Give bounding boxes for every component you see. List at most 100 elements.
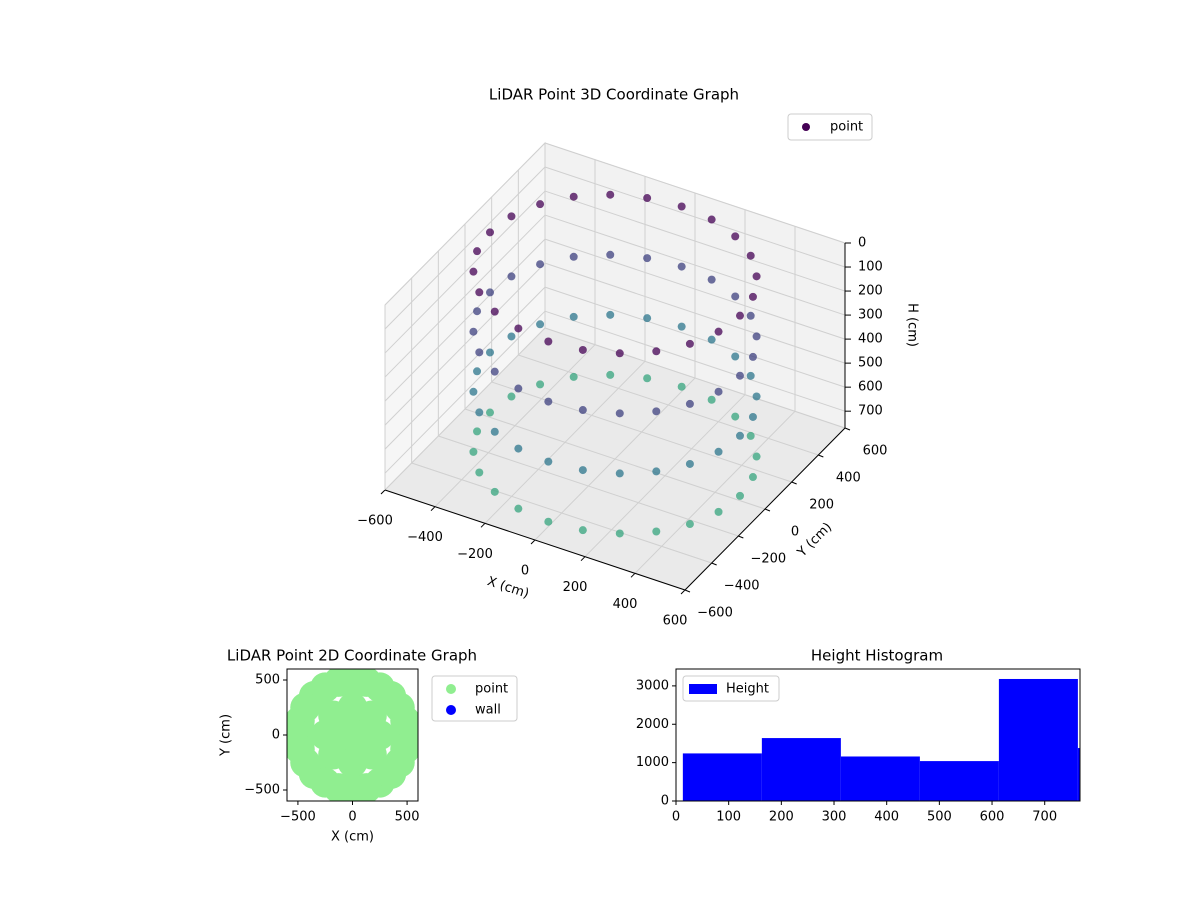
legend-marker bbox=[689, 684, 717, 694]
point bbox=[569, 312, 578, 321]
point bbox=[486, 228, 494, 237]
point bbox=[490, 367, 499, 376]
legend-marker bbox=[446, 705, 456, 715]
axes-frame bbox=[675, 668, 1081, 802]
point bbox=[746, 431, 755, 440]
point bbox=[544, 337, 553, 346]
point bbox=[652, 347, 661, 356]
point bbox=[615, 349, 624, 358]
point bbox=[736, 311, 744, 320]
axis-line bbox=[384, 489, 686, 591]
point bbox=[731, 292, 740, 301]
z-grid-line bbox=[544, 286, 846, 388]
point bbox=[473, 307, 482, 316]
point bbox=[536, 320, 545, 329]
point bbox=[736, 431, 744, 440]
point bbox=[475, 348, 484, 357]
z-tick-label: 200 bbox=[858, 284, 883, 299]
z-grid-line bbox=[544, 166, 846, 268]
point bbox=[486, 348, 494, 357]
z-tick-label: 0 bbox=[858, 236, 866, 251]
point bbox=[569, 192, 578, 201]
x-tick-label: 200 bbox=[563, 580, 588, 595]
point bbox=[578, 406, 587, 415]
point bbox=[731, 412, 740, 421]
legend-label: wall bbox=[475, 703, 501, 718]
point bbox=[490, 427, 499, 436]
x-tick-label: 0 bbox=[672, 810, 680, 825]
point bbox=[746, 251, 755, 260]
point bbox=[578, 345, 587, 354]
point bbox=[752, 392, 761, 401]
point bbox=[643, 314, 652, 323]
point bbox=[606, 370, 615, 379]
point bbox=[544, 517, 553, 526]
legend-box bbox=[787, 113, 873, 141]
chart-title: LiDAR Point 2D Coordinate Graph bbox=[227, 647, 477, 665]
x-tick-label: −600 bbox=[357, 514, 393, 529]
x-tick bbox=[480, 522, 486, 528]
point bbox=[606, 310, 615, 319]
z-grid-line bbox=[544, 214, 846, 316]
point bbox=[615, 409, 624, 418]
point bbox=[536, 380, 545, 389]
point bbox=[469, 267, 478, 276]
z-grid-line bbox=[544, 262, 846, 364]
point bbox=[507, 332, 516, 341]
x-tick-label: 700 bbox=[1032, 810, 1057, 825]
chart-3d: −600−400−2000200400600−600−400−200020040… bbox=[357, 86, 919, 629]
x-tick bbox=[630, 572, 636, 578]
point bbox=[486, 288, 494, 297]
y-grid-line bbox=[544, 327, 846, 429]
point bbox=[677, 382, 686, 391]
bar bbox=[682, 753, 762, 801]
bar bbox=[761, 738, 841, 801]
z-grid-line bbox=[544, 190, 846, 292]
y-tick-label: −500 bbox=[244, 783, 280, 798]
point bbox=[475, 408, 484, 417]
x-tick-label: 0 bbox=[521, 564, 529, 579]
legend-box bbox=[682, 675, 780, 702]
y-tick bbox=[844, 427, 851, 431]
point bbox=[685, 520, 694, 529]
z-tick-label: 700 bbox=[858, 404, 883, 419]
y-tick-label: 200 bbox=[809, 498, 834, 513]
point bbox=[643, 194, 652, 203]
y-tick-label: −600 bbox=[697, 606, 733, 621]
x-tick-label: 500 bbox=[395, 810, 420, 825]
point bbox=[490, 307, 499, 316]
y-grid-line bbox=[464, 408, 766, 510]
point bbox=[473, 427, 482, 436]
legend-label: Height bbox=[726, 682, 769, 697]
z-tick-label: 400 bbox=[858, 332, 883, 347]
y-axis-label: Y (cm) bbox=[219, 714, 234, 757]
z-grid-line bbox=[384, 214, 546, 378]
x-tick bbox=[580, 556, 586, 562]
z-tick-label: 600 bbox=[858, 380, 883, 395]
point bbox=[469, 447, 478, 456]
point bbox=[677, 202, 686, 211]
x-tick bbox=[530, 539, 536, 545]
point bbox=[337, 720, 368, 750]
y-tick bbox=[738, 535, 744, 539]
y-tick-label: 0 bbox=[661, 794, 669, 809]
bar bbox=[919, 761, 999, 801]
y-tick-label: 0 bbox=[791, 525, 799, 540]
point bbox=[731, 352, 740, 361]
point bbox=[536, 260, 545, 269]
z-grid-line bbox=[544, 238, 846, 340]
y-tick bbox=[791, 481, 797, 485]
point bbox=[707, 275, 716, 284]
x-tick-label: 400 bbox=[613, 597, 638, 612]
x-tick-label: 600 bbox=[663, 614, 688, 629]
plot-area bbox=[682, 678, 1080, 801]
point bbox=[746, 371, 755, 380]
point bbox=[748, 473, 757, 482]
point bbox=[490, 487, 499, 496]
y-grid-line bbox=[411, 462, 712, 564]
point bbox=[752, 332, 761, 341]
point bbox=[685, 399, 694, 408]
point bbox=[514, 324, 523, 333]
point bbox=[736, 371, 744, 380]
